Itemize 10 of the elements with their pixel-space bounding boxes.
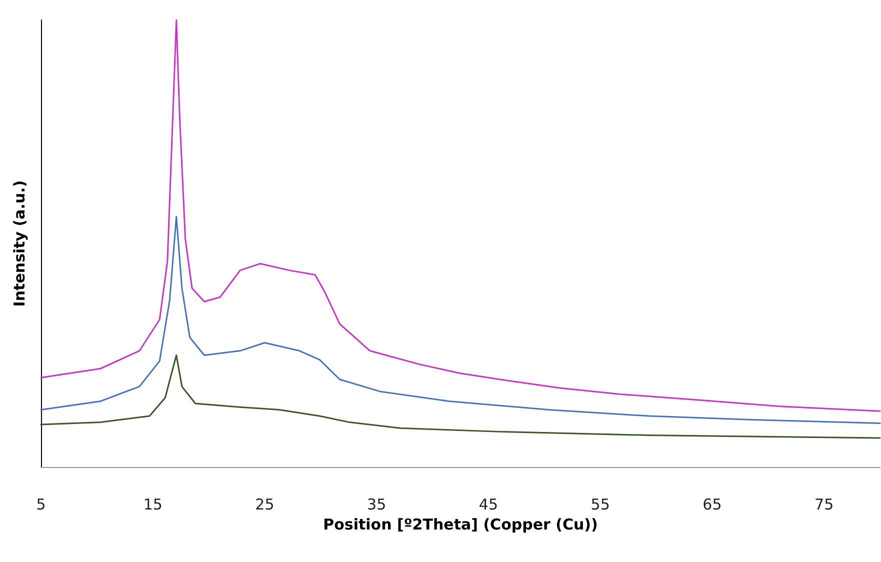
x-tick-label: 75	[814, 496, 834, 514]
x-tick-label: 45	[478, 496, 498, 514]
x-axis-title: Position [º2Theta] (Copper (Cu))	[323, 515, 598, 534]
x-tick-label: 15	[143, 496, 162, 514]
x-tick-label: 5	[36, 496, 46, 514]
x-tick-label: 65	[702, 496, 722, 514]
x-tick-label: 25	[255, 496, 274, 514]
x-tick-label: 55	[590, 496, 610, 514]
y-axis-title: Intensity (a.u.)	[10, 180, 28, 307]
x-tick-label: 35	[367, 496, 386, 514]
